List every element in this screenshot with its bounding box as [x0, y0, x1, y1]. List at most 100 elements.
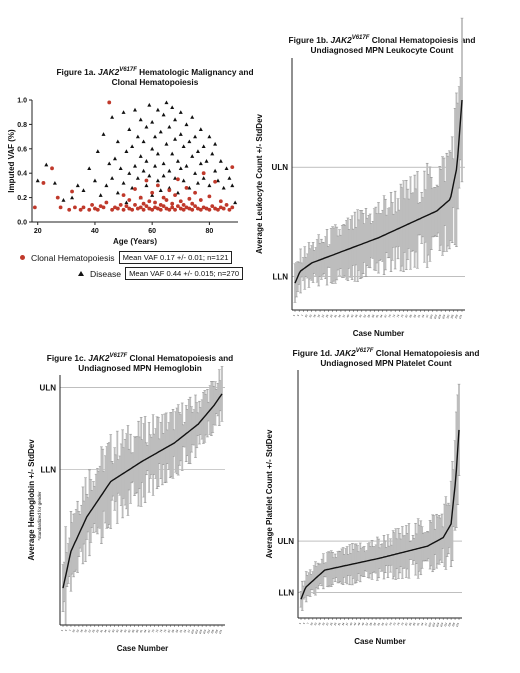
fig1c-x-tick-label: 52 — [127, 628, 132, 633]
disease-point — [178, 166, 183, 171]
disease-point — [230, 183, 235, 188]
disease-point — [204, 159, 209, 163]
clonal-point — [230, 205, 235, 210]
disease-point — [101, 132, 106, 136]
clonal-point — [147, 206, 152, 211]
clonal-point — [124, 204, 129, 209]
clonal-point — [150, 190, 155, 195]
disease-point — [181, 178, 186, 183]
fig1b-x-tick-label: 58 — [371, 313, 376, 318]
clonal-point — [213, 206, 218, 211]
clonal-point — [230, 165, 235, 170]
disease-point — [124, 149, 129, 153]
disease-point — [150, 193, 155, 197]
clonal-point — [178, 206, 183, 211]
clonal-point — [81, 205, 86, 210]
disease-point — [115, 190, 120, 195]
clonal-point — [170, 201, 175, 206]
fig1d-x-tick-label: 34 — [341, 621, 346, 626]
fig1d-title: Figure 1d. JAK2V617F Clonal Hematopoiesi… — [292, 347, 480, 368]
clonal-point — [216, 207, 220, 212]
clonal-point — [78, 207, 83, 212]
fig1b-x-tick-label: 94 — [421, 313, 426, 318]
clonal-point — [176, 204, 180, 209]
fig1b-x-tick-label: 121 — [458, 313, 463, 319]
legend-clonal: Clonal Hematopoiesis Mean VAF 0.17 +/- 0… — [20, 251, 233, 264]
disease-point — [187, 185, 192, 190]
clonal-point — [193, 190, 197, 195]
fig1b-x-tick-label: 37 — [341, 313, 346, 318]
disease-point — [161, 112, 166, 117]
fig1d-x-tick-label: 25 — [329, 621, 334, 626]
fig1b-x-tick-label: 67 — [383, 313, 388, 318]
clonal-point — [55, 195, 60, 200]
disease-point — [184, 163, 189, 168]
disease-point — [127, 171, 132, 175]
disease-point — [124, 200, 129, 205]
fig1a-y-tick-label: 0.4 — [17, 171, 27, 178]
fig1c-x-tick-label: 67 — [147, 628, 152, 633]
clonal-point — [153, 205, 157, 210]
fig1a-x-tick-label: 40 — [91, 228, 99, 235]
clonal-point — [113, 205, 117, 210]
fig1b-x-tick-label: 118 — [454, 313, 459, 319]
fig1d-x-tick-label: 4 — [302, 621, 306, 624]
fig1c-error-bar — [62, 564, 64, 612]
fig1c-x-tick-label: 46 — [119, 628, 124, 633]
fig1d-ref-label: ULN — [278, 537, 295, 546]
clonal-point — [158, 207, 163, 212]
disease-point — [133, 163, 137, 168]
disease-point — [153, 134, 158, 139]
fig1c-x-tick-label: 85 — [170, 628, 175, 633]
disease-point — [167, 185, 172, 190]
fig1b-x-tick-label: 10 — [304, 313, 309, 318]
legend-disease-label: Disease — [90, 268, 122, 279]
clonal-point — [144, 204, 149, 209]
fig1b-x-tick-label: 103 — [433, 313, 438, 319]
fig1d-x-tick-label: 55 — [368, 621, 373, 626]
clonal-point — [221, 206, 226, 211]
disease-point — [61, 198, 66, 202]
clonal-point — [227, 207, 232, 212]
fig1b-x-tick-label: 73 — [391, 313, 396, 318]
disease-point — [195, 149, 200, 153]
disease-point — [158, 188, 163, 192]
clonal-point — [118, 203, 123, 207]
fig1c-x-tick-label: 94 — [182, 628, 187, 633]
disease-point — [218, 159, 223, 163]
clonal-point — [101, 205, 106, 210]
disease-point — [118, 166, 123, 171]
fig1a-title: Figure 1a. JAK2V617F Hematologic Maligna… — [56, 66, 254, 87]
fig1c-x-tick-label: 37 — [107, 628, 112, 633]
disease-point — [198, 161, 203, 166]
fig1c-x-tick-label: 19 — [83, 628, 88, 633]
fig1b-y-axis-label: Average Leukocyte Count +/- StdDev — [255, 113, 264, 254]
fig1d-x-tick-label: 28 — [333, 621, 338, 626]
fig1b-x-tick-label: 25 — [325, 313, 330, 318]
clonal-point — [133, 187, 137, 191]
fig1a-y-tick-label: 1.0 — [17, 98, 27, 105]
disease-point — [201, 144, 206, 149]
disease-point — [233, 200, 238, 205]
fig1b-x-tick-label: 55 — [366, 313, 371, 318]
clonal-point — [32, 205, 37, 210]
clonal-point — [127, 206, 132, 211]
fig1a-plot: 0.0 0.2 0.4 0.6 0.8 1.0 20 40 60 80 Age (Years) Imp… — [7, 98, 238, 246]
fig1b-x-tick-label: 76 — [396, 313, 401, 318]
disease-point — [150, 119, 155, 124]
fig1d-x-tick-label: 7 — [306, 621, 310, 624]
disease-point — [135, 134, 140, 139]
fig1b-x-tick-label: 46 — [354, 313, 359, 318]
legend-disease: Disease Mean VAF 0.44 +/- 0.015; n=270 — [78, 267, 244, 280]
disease-point — [198, 127, 203, 131]
fig1c-x-tick-label: 103 — [194, 628, 199, 634]
fig1d-x-tick-label: 64 — [380, 621, 385, 626]
fig1c-x-tick-label: 64 — [143, 628, 148, 633]
fig1c-x-tick-label: 100 — [190, 628, 195, 634]
disease-point — [221, 185, 226, 190]
fig1d-x-tick-label: 43 — [352, 621, 357, 626]
clonal-point — [87, 207, 92, 212]
clonal-point — [104, 200, 109, 205]
clonal-point — [141, 201, 146, 206]
disease-point — [95, 149, 100, 153]
